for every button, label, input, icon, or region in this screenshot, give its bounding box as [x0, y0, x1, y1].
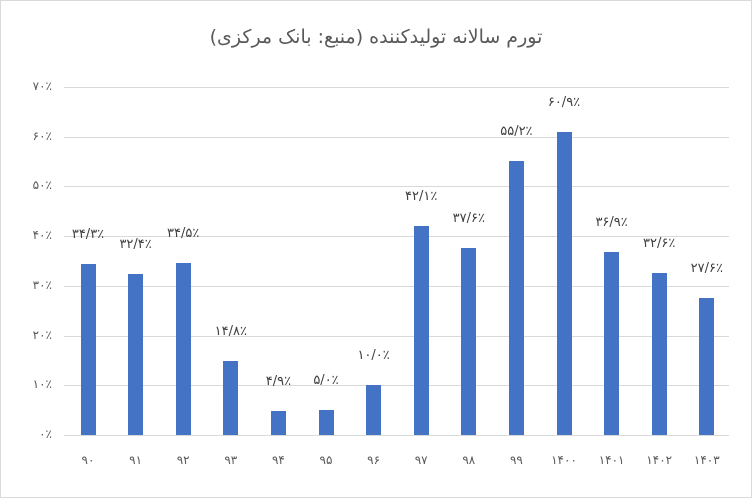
- x-tick-label: ۱۴۰۳: [693, 453, 720, 467]
- bar: [318, 410, 334, 435]
- x-tick-label: ۹۳: [224, 453, 238, 467]
- gridline: [64, 186, 729, 188]
- bar: [556, 132, 572, 435]
- data-label: ۲۷/۶٪: [690, 260, 723, 276]
- x-tick-label: ۹۲: [176, 453, 190, 467]
- x-tick-label: ۹۹: [509, 453, 523, 467]
- y-tick-label: ۵۰٪: [32, 178, 52, 193]
- y-tick-label: ۶۰٪: [32, 128, 52, 143]
- bar: [366, 385, 382, 435]
- bar: [175, 263, 191, 435]
- bar: [80, 264, 96, 435]
- bar: [413, 225, 429, 435]
- x-tick-label: ۹۸: [462, 453, 476, 467]
- x-tick-label: ۹۵: [319, 453, 333, 467]
- y-tick-label: ۷۰٪: [32, 79, 52, 93]
- data-label: ۵۵/۲٪: [500, 123, 533, 139]
- x-tick-label: ۹۷: [414, 453, 428, 467]
- y-tick-label: ۰٪: [39, 427, 52, 441]
- data-label: ۳۴/۳٪: [71, 227, 105, 243]
- x-tick-label: ۱۴۰۰: [551, 453, 577, 467]
- data-label: ۶۰/۹٪: [547, 95, 581, 111]
- bar: [223, 361, 239, 435]
- gridline: [64, 385, 729, 387]
- chart-title: تورم سالانه تولیدکننده (منبع: بانک مرکزی…: [209, 26, 543, 48]
- bar: [508, 160, 524, 435]
- data-label: ۳۴/۵٪: [167, 226, 200, 242]
- gridline: [64, 285, 729, 287]
- bar: [128, 273, 144, 435]
- y-tick-label: ۲۰٪: [32, 327, 52, 342]
- x-tick-label: ۹۱: [129, 453, 143, 467]
- gridline: [64, 87, 729, 88]
- x-tick-label: ۹۰: [81, 453, 95, 467]
- data-label: ۳۷/۶٪: [452, 211, 485, 227]
- data-label: ۴۲/۱٪: [405, 188, 438, 204]
- data-label: ۴/۹٪: [265, 373, 292, 389]
- gridline: [64, 236, 729, 238]
- y-tick-label: ۳۰٪: [32, 277, 52, 292]
- y-tick-label: ۱۰٪: [32, 377, 52, 392]
- x-tick-label: ۱۴۰۲: [646, 453, 673, 467]
- x-tick-label: ۱۴۰۱: [598, 453, 625, 467]
- bar: [651, 272, 667, 435]
- x-tick-label: ۹۶: [367, 453, 381, 467]
- gridline: [64, 435, 729, 436]
- gridline: [64, 136, 729, 138]
- data-label: ۳۲/۶٪: [643, 235, 676, 251]
- data-label: ۵/۰٪: [313, 373, 339, 389]
- gridline: [64, 335, 729, 337]
- y-tick-label: ۴۰٪: [32, 228, 52, 243]
- data-label: ۳۲/۴٪: [119, 236, 152, 252]
- data-label: ۱۴/۸٪: [214, 324, 247, 340]
- data-label: ۳۶/۹٪: [595, 214, 628, 230]
- bar: [699, 297, 715, 435]
- data-label: ۱۰/۰٪: [357, 348, 390, 364]
- x-tick-label: ۹۴: [271, 453, 285, 467]
- bar: [270, 410, 286, 435]
- bar: [461, 248, 477, 435]
- bar: [604, 251, 620, 435]
